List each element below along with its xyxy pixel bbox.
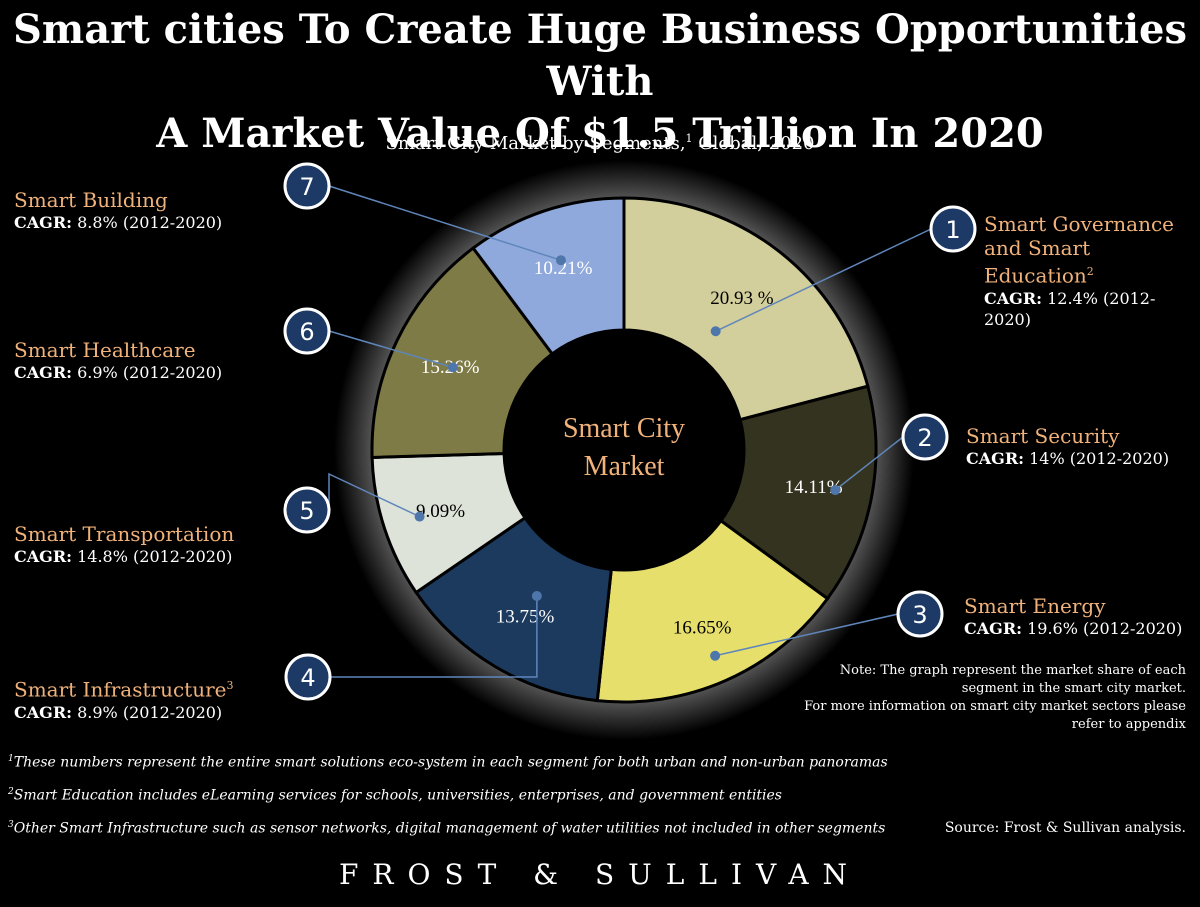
cagr-value: 6.9% (2012-2020): [72, 363, 223, 382]
segment-name-sup: 3: [226, 679, 234, 692]
cagr-value: 8.8% (2012-2020): [72, 213, 223, 232]
segment-number-5: 5: [299, 497, 314, 525]
segment-info-3: Smart Energy CAGR: 19.6% (2012-2020): [964, 594, 1182, 639]
donut-hole: [504, 330, 744, 570]
footnote-1: 1These numbers represent the entire smar…: [8, 754, 888, 771]
note-line: For more information on smart city marke…: [804, 699, 1186, 714]
segment-number-badge-1: [929, 205, 977, 253]
segment-info-5: Smart Transportation CAGR: 14.8% (2012-2…: [14, 522, 234, 567]
footnote-text: Smart Education includes eLearning servi…: [13, 787, 782, 804]
segment-info-2: Smart Security CAGR: 14% (2012-2020): [966, 424, 1169, 469]
segment-info-6: Smart Healthcare CAGR: 6.9% (2012-2020): [14, 338, 222, 383]
slice-value-label-3: 16.65%: [673, 617, 732, 638]
chart-note: Note: The graph represent the market sha…: [766, 662, 1186, 734]
segment-name: Smart Energy: [964, 594, 1106, 618]
segment-name: Smart Infrastructure3: [14, 674, 233, 702]
segment-info-1: Smart Governance and Smart Education2 CAG…: [984, 212, 1200, 330]
connector-line-6: [328, 330, 454, 369]
segment-name-line-2: and Smart Education: [984, 236, 1091, 288]
slice-value-label-7: 10.21%: [534, 258, 593, 279]
cagr-label: CAGR:: [984, 288, 1043, 308]
footnote-sup: 2: [8, 787, 14, 797]
connector-dot-1: [710, 326, 721, 337]
connector-line-1: [715, 228, 932, 332]
connector-line-5: [328, 472, 420, 518]
connector-line-2: [834, 436, 904, 491]
segment-number-1: 1: [945, 216, 960, 244]
cagr-value: 19.6% (2012-2020): [1022, 619, 1183, 638]
slice-value-label-4: 13.75%: [496, 607, 555, 628]
segment-name: Smart Healthcare: [14, 338, 196, 362]
page-title: Smart cities To Create Huge Business Opp…: [0, 4, 1200, 160]
connector-dot-7: [555, 255, 566, 266]
source-note: Source: Frost & Sullivan analysis.: [944, 820, 1186, 836]
subtitle-sup: 1: [685, 132, 693, 145]
cagr-value: 8.9% (2012-2020): [72, 702, 223, 722]
title-line-2: A Market Value Of $1.5 Trillion In 2020: [156, 110, 1044, 157]
connector-dot-2: [830, 485, 841, 496]
segment-number-3: 3: [912, 601, 927, 629]
segment-number-6: 6: [299, 318, 314, 346]
subtitle-tail: Global, 2020: [692, 133, 815, 154]
segment-name: Smart Building: [14, 188, 168, 212]
segment-number-badge-6: [283, 307, 331, 355]
segment-name-line-1: Smart Governance: [984, 212, 1174, 236]
note-line: segment in the smart city market.: [961, 681, 1186, 696]
cagr-label: CAGR:: [966, 449, 1025, 468]
connector-line-4: [330, 595, 538, 678]
footnote-sup: 3: [8, 820, 14, 830]
connector-line-7: [328, 185, 562, 261]
connector-line-3: [714, 613, 899, 657]
connector-dot-6: [447, 362, 458, 373]
segment-name-text: Smart Infrastructure: [14, 677, 227, 702]
segment-info-4: Smart Infrastructure3 CAGR: 8.9% (2012-2…: [14, 674, 233, 723]
center-label-line-1: Smart City: [563, 413, 685, 444]
segment-number-4: 4: [300, 664, 315, 692]
cagr-value: 14% (2012-2020): [1024, 449, 1170, 468]
segment-number-badge-5: [283, 486, 331, 534]
cagr-value-cont: 2020): [984, 309, 1031, 329]
chart-subtitle: Smart City Market by Segments,1 Global, …: [0, 132, 1200, 154]
segment-number-badge-4: [284, 653, 332, 701]
segment-name: Smart Transportation: [14, 522, 235, 546]
subtitle-main: Smart City Market by Segments,: [385, 133, 686, 154]
title-line-1: Smart cities To Create Huge Business Opp…: [13, 6, 1187, 105]
cagr-label: CAGR:: [14, 213, 73, 232]
footnote-2: 2Smart Education includes eLearning serv…: [8, 787, 782, 804]
segment-name-sup: 2: [1086, 265, 1094, 278]
cagr-value: 14.8% (2012-2020): [72, 547, 233, 566]
segment-number-7: 7: [299, 173, 314, 201]
slice-value-label-1: 20.93 %: [710, 288, 774, 309]
center-label-line-2: Market: [584, 451, 665, 482]
brand-logo: FROST & SULLIVAN: [338, 858, 862, 891]
connector-dot-3: [710, 650, 721, 661]
slice-value-label-2: 14.11%: [785, 477, 843, 498]
cagr-value: 12.4% (2012-: [1042, 288, 1156, 308]
cagr-label: CAGR:: [964, 619, 1023, 638]
segment-number-badge-7: [283, 162, 331, 210]
cagr-label: CAGR:: [14, 363, 73, 382]
footnote-3: 3Other Smart Infrastructure such as sens…: [8, 820, 885, 837]
note-line: Note: The graph represent the market sha…: [839, 663, 1186, 678]
footnote-sup: 1: [8, 754, 14, 764]
segment-name: Smart Security: [966, 424, 1120, 448]
cagr-label: CAGR:: [14, 702, 73, 722]
footnote-text: Other Smart Infrastructure such as senso…: [13, 820, 886, 837]
segment-name: Smart Governance and Smart Education2: [984, 212, 1200, 288]
segment-number-badge-3: [896, 590, 944, 638]
footnote-text: These numbers represent the entire smart…: [13, 754, 888, 771]
segment-number-badge-2: [901, 413, 949, 461]
note-line: refer to appendix: [1071, 717, 1186, 732]
cagr-label: CAGR:: [14, 547, 73, 566]
segment-info-7: Smart Building CAGR: 8.8% (2012-2020): [14, 188, 222, 233]
segment-number-2: 2: [917, 424, 932, 452]
connector-dot-5: [414, 511, 425, 522]
slice-value-label-5: 9.09%: [416, 501, 465, 522]
connector-dot-4: [531, 590, 542, 601]
